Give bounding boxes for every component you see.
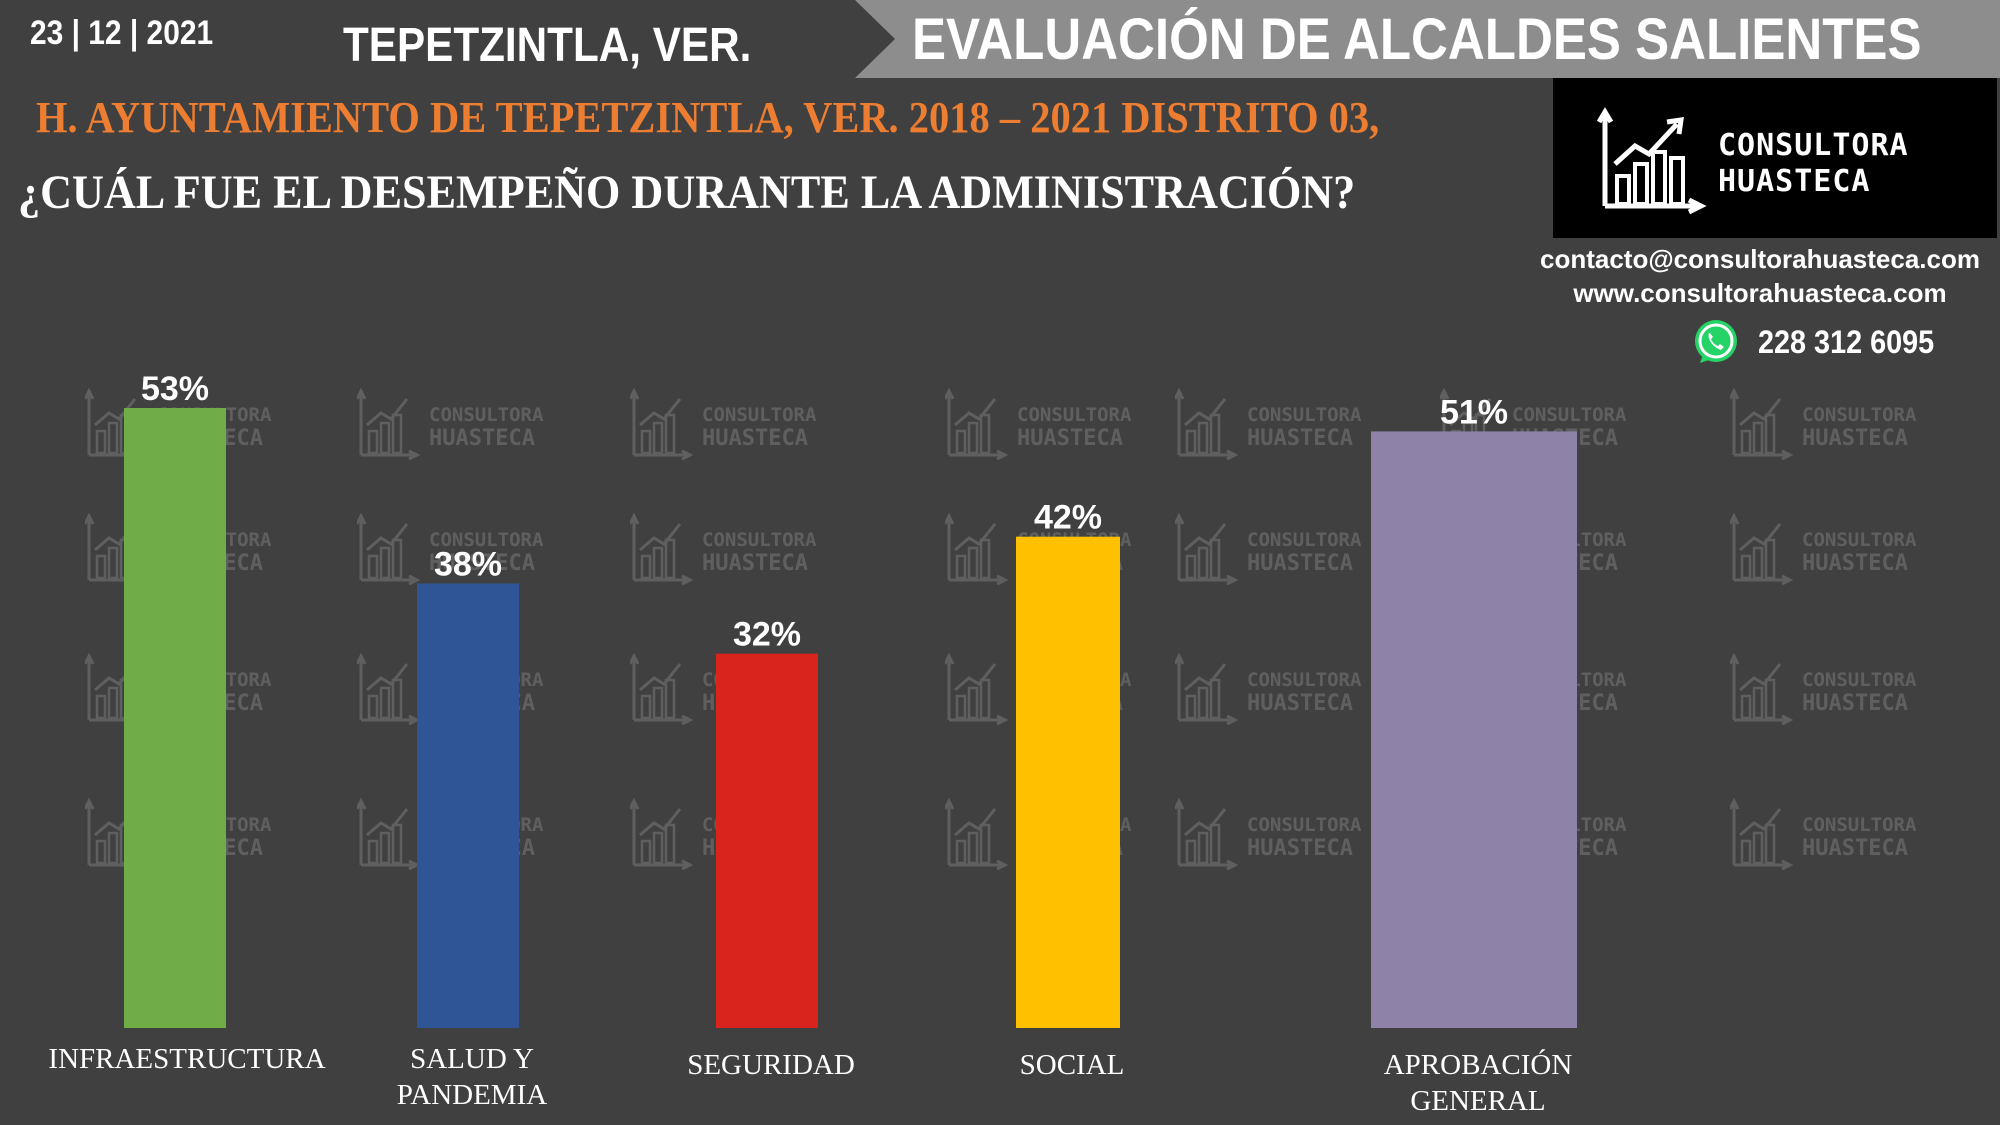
svg-text:CONSULTORA: CONSULTORA	[1247, 404, 1362, 426]
contact-website[interactable]: www.consultorahuasteca.com	[1573, 278, 1947, 308]
svg-text:HUASTECA: HUASTECA	[1247, 836, 1353, 861]
brand-logo: CONSULTORA HUASTECA	[1553, 78, 1997, 238]
bar-value-label: 53%	[141, 370, 209, 408]
category-label: SOCIAL	[1020, 1049, 1125, 1081]
svg-text:HUASTECA: HUASTECA	[429, 426, 535, 451]
svg-text:CONSULTORA: CONSULTORA	[1802, 669, 1917, 691]
svg-text:HUASTECA: HUASTECA	[702, 551, 808, 576]
svg-text:CONSULTORA: CONSULTORA	[702, 529, 817, 551]
bar-2	[417, 583, 519, 1028]
svg-text:HUASTECA: HUASTECA	[1802, 691, 1908, 716]
whatsapp-icon	[1695, 320, 1737, 363]
svg-text:CONSULTORA: CONSULTORA	[702, 404, 817, 426]
svg-text:CONSULTORA: CONSULTORA	[1247, 529, 1362, 551]
bar-4	[1016, 536, 1120, 1028]
svg-text:HUASTECA: HUASTECA	[1247, 426, 1353, 451]
brand-name-line2: HUASTECA	[1718, 164, 1871, 199]
category-label: APROBACIÓN	[1384, 1048, 1573, 1081]
svg-text:HUASTECA: HUASTECA	[1247, 691, 1353, 716]
svg-text:CONSULTORA: CONSULTORA	[429, 529, 544, 551]
bar-value-label: 42%	[1034, 499, 1102, 537]
contact-block: contacto@consultorahuasteca.com www.cons…	[1540, 242, 1980, 310]
bar-5	[1371, 431, 1577, 1028]
phone-number[interactable]: 228 312 6095	[1758, 323, 1935, 360]
svg-text:HUASTECA: HUASTECA	[1017, 426, 1123, 451]
svg-text:CONSULTORA: CONSULTORA	[1247, 814, 1362, 836]
category-label: INFRAESTRUCTURA	[48, 1043, 325, 1075]
banner-title: EVALUACIÓN DE ALCALDES SALIENTES	[912, 7, 1922, 72]
svg-text:HUASTECA: HUASTECA	[1802, 836, 1908, 861]
brand-name-line1: CONSULTORA	[1718, 128, 1909, 163]
svg-text:HUASTECA: HUASTECA	[702, 426, 808, 451]
bar-value-label: 38%	[434, 545, 502, 583]
category-label: PANDEMIA	[397, 1079, 547, 1111]
category-label: SALUD Y	[410, 1043, 534, 1075]
survey-question: ¿CUÁL FUE EL DESEMPEÑO DURANTE LA ADMINI…	[18, 166, 1356, 219]
date-label: 23 | 12 | 2021	[30, 14, 214, 52]
subtitle: H. AYUNTAMIENTO DE TEPETZINTLA, VER. 201…	[36, 93, 1380, 142]
bar-value-label: 32%	[733, 616, 801, 654]
svg-text:CONSULTORA: CONSULTORA	[1802, 814, 1917, 836]
svg-text:HUASTECA: HUASTECA	[1247, 551, 1353, 576]
svg-text:HUASTECA: HUASTECA	[429, 551, 535, 576]
svg-text:HUASTECA: HUASTECA	[1802, 426, 1908, 451]
contact-phone: 228 312 6095	[1690, 316, 1954, 368]
category-label: SEGURIDAD	[687, 1049, 855, 1081]
bar-value-label: 51%	[1440, 393, 1508, 431]
bar-1	[124, 408, 226, 1028]
svg-text:CONSULTORA: CONSULTORA	[1802, 404, 1917, 426]
title-banner	[855, 0, 2000, 78]
growth-chart-icon	[1597, 107, 1707, 215]
contact-email[interactable]: contacto@consultorahuasteca.com	[1539, 244, 1980, 274]
svg-text:HUASTECA: HUASTECA	[1802, 551, 1908, 576]
svg-text:CONSULTORA: CONSULTORA	[1017, 404, 1132, 426]
svg-text:CONSULTORA: CONSULTORA	[1247, 669, 1362, 691]
bar-3	[716, 653, 818, 1028]
svg-text:CONSULTORA: CONSULTORA	[429, 404, 544, 426]
svg-text:CONSULTORA: CONSULTORA	[1512, 404, 1627, 426]
svg-text:CONSULTORA: CONSULTORA	[1802, 529, 1917, 551]
town-title: TEPETZINTLA, VER.	[343, 19, 752, 72]
category-label: GENERAL	[1410, 1085, 1545, 1117]
